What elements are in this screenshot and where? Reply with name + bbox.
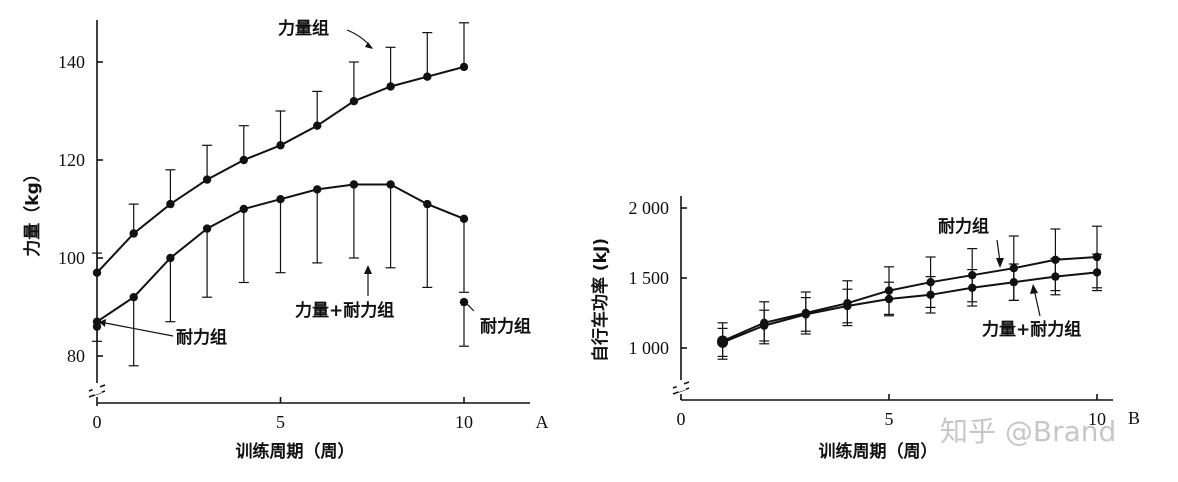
panel-a-x-tick-label: 0 <box>93 412 102 432</box>
annotation-b-combined: 力量+耐力组 <box>982 319 1081 340</box>
arrow-head-icon <box>99 319 106 327</box>
panel-a-x-axis-title: 训练周期（周） <box>236 441 355 462</box>
panel-b-y-tick-label: 1 500 <box>629 268 670 288</box>
data-point <box>926 290 935 299</box>
data-point <box>313 185 322 194</box>
data-point <box>239 155 248 165</box>
panel-b-y-tick-label: 2 000 <box>629 198 670 218</box>
panel-a-y-tick-label: 120 <box>58 150 85 170</box>
data-point <box>239 204 248 214</box>
annotation-arrow-endurance-start <box>99 321 174 337</box>
panel-a-y-tick-label: 140 <box>58 52 85 72</box>
annotation-arrow-endurance-end <box>466 303 475 312</box>
panel-a-series-2 <box>92 297 469 347</box>
panel-b-x-tick-label: 10 <box>1088 409 1106 429</box>
data-point <box>1009 278 1018 287</box>
data-point <box>349 180 359 189</box>
data-point <box>386 82 395 91</box>
panel-a-y-axis-title: 力量（kg） <box>22 165 43 256</box>
panel-b-y-tick-label: 1 000 <box>629 338 670 358</box>
panel-b-series-1 <box>717 253 1102 357</box>
annotation-strength-group: 力量组 <box>278 18 329 39</box>
panel-a-y-tick-label: 100 <box>58 248 85 268</box>
panel-a-label: A <box>536 412 549 432</box>
series-line <box>722 256 1098 342</box>
data-point <box>760 321 769 330</box>
data-point <box>92 322 102 331</box>
data-point <box>459 62 469 72</box>
arrow-head-icon <box>364 265 372 274</box>
panel-a-series-1 <box>92 180 469 367</box>
series-line <box>722 271 1098 344</box>
data-point <box>276 141 285 150</box>
panel-b: B 训练周期（周） 自行车功率 (kJ) 耐力组 力量+耐力组 0 5 10 1 00… <box>590 196 1140 462</box>
data-point <box>129 229 138 238</box>
data-point <box>459 297 469 307</box>
watermark: 知乎 @Brand <box>940 415 1116 448</box>
arrow-head-icon <box>996 258 1004 268</box>
data-point <box>843 301 852 311</box>
annotation-endurance-start: 耐力组 <box>176 327 227 348</box>
panel-b-x-axis-title: 训练周期（周） <box>819 441 938 462</box>
panel-b-x-tick-label: 5 <box>885 409 894 429</box>
data-point <box>459 214 469 223</box>
data-point <box>423 72 432 81</box>
panel-b-series <box>717 225 1102 360</box>
annotation-combined-group: 力量+耐力组 <box>295 300 394 321</box>
panel-b-ticks: 0 5 10 1 000 1 500 2 000 <box>629 198 1107 429</box>
panel-a-x-tick-label: 5 <box>276 412 285 432</box>
annotation-endurance-end: 耐力组 <box>480 316 531 337</box>
panel-b-label: B <box>1128 408 1140 428</box>
panel-a-x-tick-label: 10 <box>455 412 473 432</box>
data-point <box>968 283 977 292</box>
data-point <box>349 97 359 106</box>
panel-a-y-tick-label: 80 <box>67 346 85 366</box>
data-point <box>166 199 175 209</box>
panel-b-y-axis-title: 自行车功率 (kJ) <box>590 238 611 362</box>
data-point <box>1051 272 1060 281</box>
data-point <box>276 195 285 204</box>
panel-a-series-0 <box>92 22 469 277</box>
data-point <box>92 268 102 277</box>
data-point <box>313 121 322 130</box>
arrow-head-icon <box>1030 284 1038 294</box>
data-point <box>386 180 395 189</box>
data-point <box>202 175 212 184</box>
panel-b-x-tick-label: 0 <box>677 409 686 429</box>
panel-a-axis-break-icon <box>88 384 106 398</box>
data-point <box>129 293 138 302</box>
annotation-b-endurance: 耐力组 <box>938 216 989 237</box>
data-point <box>202 224 212 233</box>
data-point <box>884 294 894 304</box>
data-point <box>801 310 810 319</box>
data-point <box>166 253 175 263</box>
data-point <box>423 199 432 209</box>
arrow-head-icon <box>365 42 373 49</box>
data-point <box>717 336 729 348</box>
data-point <box>1092 268 1102 277</box>
panel-b-axis-break-icon <box>672 381 690 395</box>
panel-a: A 训练周期（周） 力量（kg） 力量组 力量+耐力组 耐力组 耐力组 0 5 10… <box>22 18 549 462</box>
panel-a-series <box>92 22 469 367</box>
panel-a-ticks: 0 5 10 80 100 120 140 <box>58 52 473 432</box>
annotation-arrow-b-combined <box>1033 288 1041 317</box>
